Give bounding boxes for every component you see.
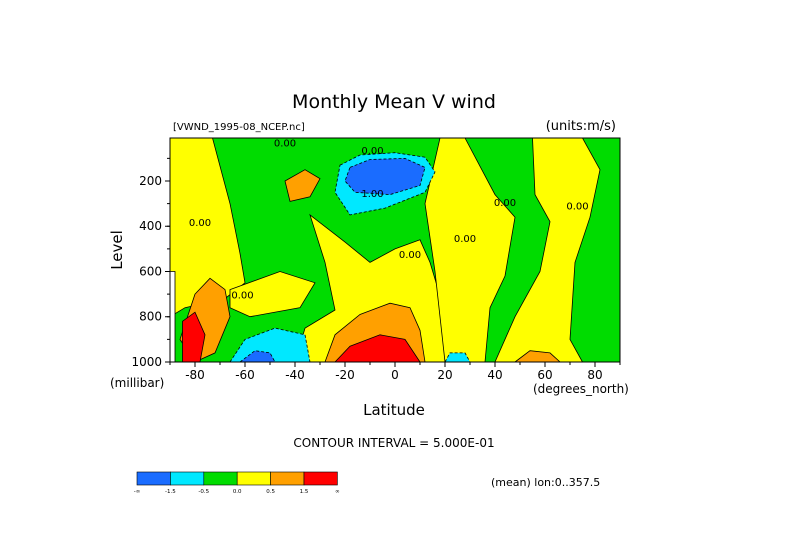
contour-region-cyan-north-surface bbox=[444, 352, 471, 363]
colorbar-label: 0.0 bbox=[233, 489, 242, 495]
x-tick-label: -60 bbox=[235, 368, 255, 382]
x-tick-label: 40 bbox=[487, 368, 502, 382]
colorbar-label: -∞ bbox=[134, 489, 141, 495]
contour-label: 0.00 bbox=[231, 291, 253, 302]
contour-region-yellow-mid-north bbox=[424, 137, 516, 363]
x-tick-label: 60 bbox=[537, 368, 552, 382]
colorbar-swatch bbox=[136, 471, 171, 486]
colorbar-swatch bbox=[170, 471, 205, 486]
x-tick-label: -40 bbox=[285, 368, 305, 382]
contour-region-red-south-surface bbox=[182, 311, 206, 363]
contour-label: 0.00 bbox=[566, 201, 588, 212]
colorbar-label: -1.5 bbox=[165, 489, 176, 495]
colorbar-label: 1.5 bbox=[300, 489, 309, 495]
contour-region-orange-south-upper bbox=[284, 169, 321, 202]
units-label: (units:m/s) bbox=[546, 119, 616, 134]
x-units: (degrees_north) bbox=[533, 382, 629, 396]
y-tick-label: 600 bbox=[139, 264, 162, 278]
contour-label: 0.00 bbox=[399, 250, 421, 261]
x-tick-label: 0 bbox=[391, 368, 399, 382]
colorbar-label: -0.5 bbox=[198, 489, 209, 495]
y-tick-label: 1000 bbox=[131, 355, 162, 369]
y-tick-label: 400 bbox=[139, 219, 162, 233]
dataset-label: [VWND_1995-08_NCEP.nc] bbox=[173, 122, 305, 133]
x-tick-label: -20 bbox=[335, 368, 355, 382]
x-axis-label: Latitude bbox=[363, 401, 425, 419]
y-units: (millibar) bbox=[110, 376, 164, 390]
mean-label: (mean) lon:0..357.5 bbox=[491, 476, 600, 489]
x-tick-label: 80 bbox=[587, 368, 602, 382]
x-tick-label: -80 bbox=[185, 368, 205, 382]
y-tick-label: 200 bbox=[139, 174, 162, 188]
chart-title: Monthly Mean V wind bbox=[292, 91, 496, 113]
colorbar-swatch bbox=[236, 471, 271, 486]
contour-label: 0.00 bbox=[189, 218, 211, 229]
contour-label: 0.00 bbox=[494, 198, 516, 209]
contour-label: 0.00 bbox=[274, 139, 296, 150]
contour-label: 0.00 bbox=[454, 234, 476, 245]
plot-area: 0.00 0.00 1.00 0.00 0.00 0.00 0.00 0.00 0.00 bbox=[169, 137, 621, 363]
colorbar: -∞ -1.5 -0.5 0.0 0.5 1.5 ∞ bbox=[134, 471, 340, 495]
contour-interval: CONTOUR INTERVAL = 5.000E-01 bbox=[293, 436, 494, 450]
colorbar-swatch bbox=[203, 471, 238, 486]
contour-label: 1.00 bbox=[361, 189, 383, 200]
contour-label: 0.00 bbox=[361, 146, 383, 157]
colorbar-swatch bbox=[270, 471, 305, 486]
contour-region-yellow-south-mid bbox=[229, 271, 316, 318]
y-axis: 200 400 600 800 1000 bbox=[131, 157, 170, 369]
contour-region-white-missing bbox=[169, 271, 176, 363]
contour-region-blue-upper-jet bbox=[344, 157, 426, 196]
colorbar-label: 0.5 bbox=[266, 489, 275, 495]
y-axis-label: Level bbox=[108, 230, 126, 270]
y-tick-label: 800 bbox=[139, 310, 162, 324]
colorbar-swatch bbox=[303, 471, 338, 486]
contour-regions bbox=[169, 137, 601, 363]
x-tick-label: 20 bbox=[437, 368, 452, 382]
contour-labels: 0.00 0.00 1.00 0.00 0.00 0.00 0.00 0.00 0.00 bbox=[189, 139, 589, 302]
colorbar-label: ∞ bbox=[335, 489, 340, 495]
x-axis: -80 -60 -40 -20 0 20 40 60 80 bbox=[169, 362, 621, 382]
